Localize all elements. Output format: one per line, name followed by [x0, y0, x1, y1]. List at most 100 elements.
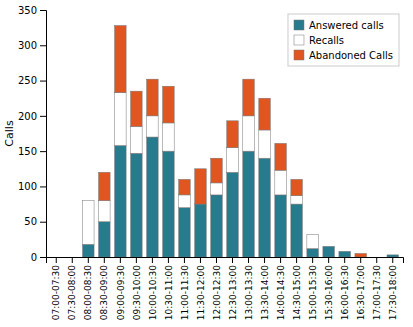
bar-segment	[50, 257, 62, 258]
y-axis-title: Calls	[3, 120, 16, 147]
x-tick: 14:00-14:30	[276, 257, 286, 320]
y-tick-mark	[40, 186, 46, 187]
x-tick-mark	[56, 257, 57, 263]
bar-segment	[275, 143, 287, 170]
legend-item: Abandoned Calls	[294, 50, 393, 61]
x-tick-label: 11:30-12:00	[196, 265, 206, 320]
x-tick: 16:00-16:30	[340, 257, 350, 320]
y-tick-mark	[40, 81, 46, 82]
x-tick: 11:30-12:00	[196, 257, 206, 320]
x-tick-mark	[264, 257, 265, 263]
bar-segment	[50, 257, 62, 258]
x-tick-mark	[200, 257, 201, 263]
bar-segment	[211, 183, 223, 195]
x-tick: 10:00-10:30	[148, 257, 158, 320]
bar-segment	[339, 251, 351, 252]
chart-svg: 05010015020025030035007:00-07:3007:30-08…	[0, 0, 413, 327]
legend-box	[288, 14, 399, 66]
x-tick-label: 08:30-09:00	[99, 265, 109, 320]
x-tick-label: 12:00-12:30	[212, 265, 222, 320]
legend-item: Answered calls	[294, 20, 384, 31]
bar-segment	[323, 246, 335, 247]
x-tick-mark	[344, 257, 345, 263]
x-tick-mark	[152, 257, 153, 263]
x-tick: 16:30-17:00	[356, 257, 366, 320]
y-tick-mark	[40, 151, 46, 152]
x-tick-label: 07:00-07:30	[51, 265, 61, 320]
bar-segment	[259, 130, 271, 158]
x-tick-mark	[120, 257, 121, 263]
bar-segment	[291, 204, 303, 257]
y-tick-mark	[40, 10, 46, 11]
x-tick: 07:30-08:00	[67, 257, 77, 320]
x-tick: 10:30-11:00	[164, 257, 174, 320]
bar-segment	[179, 195, 191, 208]
x-tick-mark	[392, 257, 393, 263]
x-tick-mark	[168, 257, 169, 263]
bar-segment	[387, 254, 399, 255]
bar-segment	[259, 158, 271, 257]
bar-segment	[67, 257, 79, 258]
bar-segment	[307, 234, 319, 235]
x-tick-label: 15:30-16:00	[324, 265, 334, 320]
legend-label: Answered calls	[309, 20, 384, 31]
bar-segment	[323, 246, 335, 247]
y-tick-mark	[40, 45, 46, 46]
x-axis-line	[47, 258, 404, 264]
x-tick-label: 09:30-10:00	[132, 265, 142, 320]
bar-segment	[50, 257, 62, 258]
y-tick-mark	[40, 222, 46, 223]
x-tick-mark	[184, 257, 185, 263]
bar-segment	[99, 172, 111, 200]
x-tick-label: 09:00-09:30	[115, 265, 125, 320]
x-tick: 12:30-13:00	[228, 257, 238, 320]
bar-segment	[259, 98, 271, 130]
y-tick: 200	[18, 111, 46, 122]
bar-segment	[387, 254, 399, 255]
bar-segment	[243, 79, 255, 116]
bar-segment	[227, 172, 239, 257]
x-tick-label: 13:00-13:30	[244, 265, 254, 320]
x-tick: 17:00-17:30	[372, 257, 382, 320]
bar-segment	[163, 86, 175, 123]
x-tick: 08:30-09:00	[99, 257, 109, 320]
x-tick: 09:00-09:30	[115, 257, 125, 320]
x-tick-mark	[280, 257, 281, 263]
bar-segment	[211, 195, 223, 257]
x-tick: 08:00-08:30	[83, 257, 93, 320]
x-tick: 12:00-12:30	[212, 257, 222, 320]
legend-label: Recalls	[309, 35, 344, 46]
y-axis: 050100150200250300350	[18, 5, 47, 263]
chart-container: 05010015020025030035007:00-07:3007:30-08…	[0, 0, 413, 327]
bar-segment	[163, 151, 175, 257]
x-tick-mark	[312, 257, 313, 263]
legend-item: Recalls	[294, 35, 344, 46]
bar-segment	[323, 246, 335, 257]
legend-swatch	[294, 35, 304, 45]
y-tick-label: 50	[24, 216, 37, 227]
bar-segment	[147, 79, 159, 116]
series-1	[83, 93, 319, 249]
y-tick: 300	[18, 40, 46, 51]
x-tick: 09:30-10:00	[132, 257, 142, 320]
bar-segment	[147, 116, 159, 137]
x-tick-label: 16:00-16:30	[340, 265, 350, 320]
x-tick-label: 12:30-13:00	[228, 265, 238, 320]
x-tick-mark	[360, 257, 361, 263]
x-tick-mark	[88, 257, 89, 263]
x-tick-mark	[104, 257, 105, 263]
bar-segment	[67, 257, 79, 258]
bar-segment	[307, 234, 319, 248]
legend: Answered calls Recalls Abandoned Calls	[288, 14, 399, 66]
bar-segment	[195, 204, 207, 257]
x-tick-mark	[376, 257, 377, 263]
x-tick-label: 14:30-15:00	[292, 265, 302, 320]
x-tick-label: 14:00-14:30	[276, 265, 286, 320]
bar-segment	[83, 201, 95, 245]
y-axis-line	[40, 11, 47, 258]
bar-segment	[387, 255, 399, 257]
bar-segment	[131, 91, 143, 126]
bar-segment	[131, 153, 143, 257]
x-tick-mark	[296, 257, 297, 263]
legend-swatch	[294, 50, 304, 60]
